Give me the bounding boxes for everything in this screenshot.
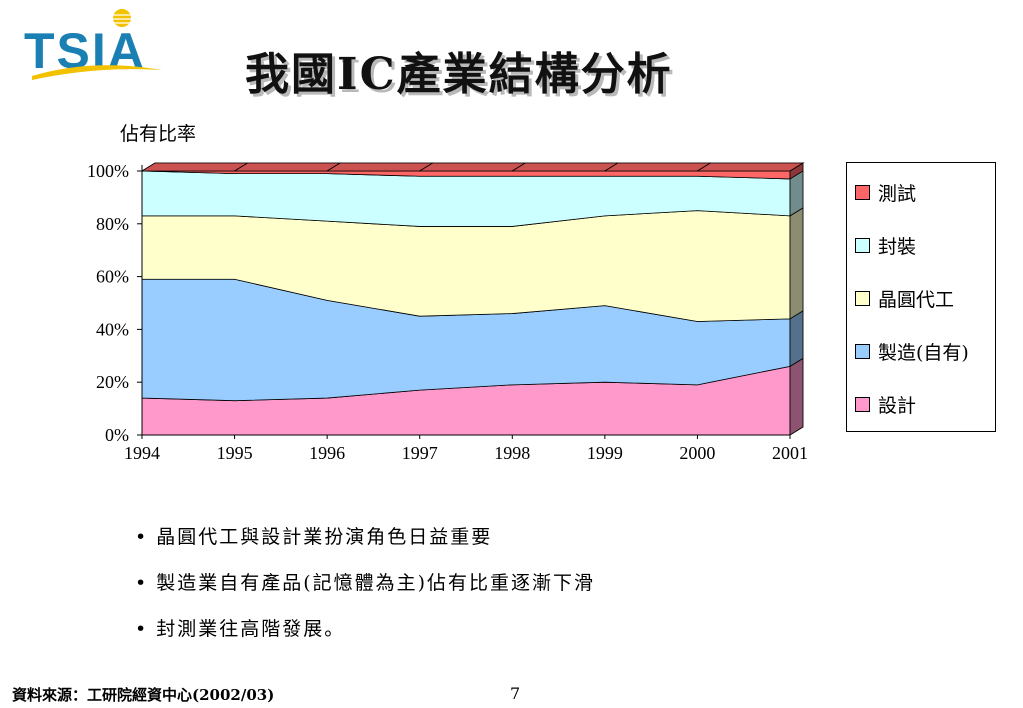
bullet-item-1: • 晶圓代工與設計業扮演角色日益重要 xyxy=(135,526,493,548)
y-tick-label: 100% xyxy=(87,161,129,181)
chart-legend: 測試封裝晶圓代工製造(自有) 設計 xyxy=(846,162,996,432)
bullet-item-2: • 製造業自有產品(記憶體為主)佔有比重逐漸下滑 xyxy=(135,572,596,594)
y-axis-label: 佔有比率 xyxy=(120,123,196,145)
legend-swatch xyxy=(855,396,870,412)
area-top-face xyxy=(325,162,435,172)
legend-swatch xyxy=(855,184,870,200)
legend-label: 製造(自有) xyxy=(878,341,969,364)
logo-swoosh xyxy=(32,65,162,80)
legend-item: 設計 xyxy=(855,392,917,417)
legend-label: 設計 xyxy=(878,394,917,417)
x-tick-label: 1995 xyxy=(217,443,253,463)
legend-label: 晶圓代工 xyxy=(878,288,955,311)
x-tick-label: 1999 xyxy=(587,443,623,463)
area-side-series-2 xyxy=(789,310,804,368)
x-tick-label: 1996 xyxy=(309,443,345,463)
legend-item: 製造(自有) xyxy=(855,339,969,364)
x-tick-label: 2000 xyxy=(679,443,715,463)
y-tick-label: 60% xyxy=(96,267,129,287)
area-top-face xyxy=(510,162,620,172)
x-tick-label: 1994 xyxy=(124,443,160,463)
x-tick-label: 1998 xyxy=(494,443,530,463)
legend-item: 測試 xyxy=(855,180,917,205)
y-tick-label: 80% xyxy=(96,214,129,234)
area-top-face xyxy=(233,162,342,172)
legend-swatch xyxy=(855,237,870,253)
page-number: 7 xyxy=(510,684,521,703)
legend-swatch xyxy=(855,343,870,359)
legend-item: 晶圓代工 xyxy=(855,286,955,311)
area-side-series-1 xyxy=(789,357,804,436)
page-title: 我國IC產業結構分析 xyxy=(245,49,673,100)
tsia-logo: TSIA xyxy=(24,9,162,80)
y-tick-label: 0% xyxy=(105,425,129,445)
area-top-face xyxy=(418,162,527,172)
area-top-face xyxy=(696,162,805,172)
legend-item: 封裝 xyxy=(855,233,917,258)
area-top-face xyxy=(603,162,712,172)
y-tick-label: 40% xyxy=(96,319,129,339)
legend-label: 測試 xyxy=(878,182,917,205)
area-top-face xyxy=(140,162,249,172)
source-note: 資料來源：工研院經資中心(2002/03) xyxy=(12,686,275,704)
x-tick-label: 2001 xyxy=(772,443,808,463)
legend-label: 封裝 xyxy=(878,235,917,258)
area-side-series-3 xyxy=(789,207,804,320)
y-tick-label: 20% xyxy=(96,372,129,392)
legend-swatch xyxy=(855,290,870,306)
bullet-item-3: • 封測業往高階發展。 xyxy=(135,618,346,640)
x-tick-label: 1997 xyxy=(402,443,438,463)
bullet-list: • 晶圓代工與設計業扮演角色日益重要 • 製造業自有產品(記憶體為主)佔有比重逐漸下… xyxy=(135,522,595,660)
